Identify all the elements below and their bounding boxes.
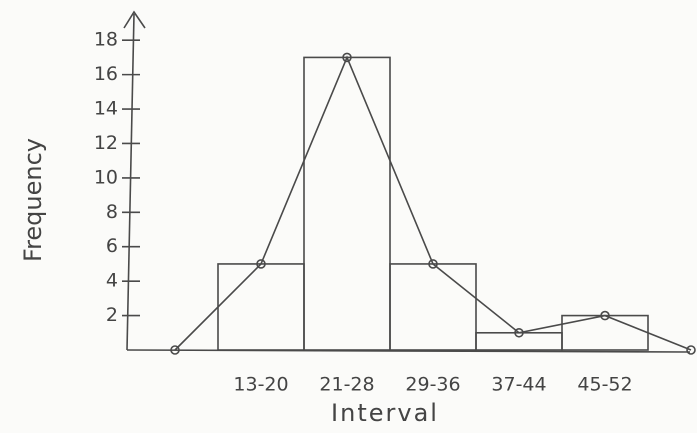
- x-tick-label: 45-52: [577, 374, 632, 396]
- bar: [562, 316, 648, 350]
- x-axis-label: Interval: [331, 399, 439, 427]
- x-tick-label: 29-36: [405, 374, 460, 396]
- y-tick-label: 2: [106, 304, 118, 326]
- y-tick-label: 6: [106, 235, 118, 257]
- y-tick-label: 8: [106, 201, 118, 223]
- y-tick-label: 10: [94, 166, 118, 188]
- bar: [218, 264, 304, 350]
- y-tick-label: 4: [106, 270, 118, 292]
- y-axis-label: Frequency: [19, 138, 47, 262]
- y-axis: [127, 14, 134, 350]
- bar: [390, 264, 476, 350]
- y-tick-label: 12: [94, 132, 118, 154]
- y-tick-label: 14: [94, 98, 118, 120]
- bar: [476, 333, 562, 350]
- y-tick-label: 18: [94, 29, 118, 51]
- x-tick-label: 37-44: [491, 374, 546, 396]
- x-tick-label: 21-28: [319, 374, 374, 396]
- y-tick-label: 16: [94, 63, 118, 85]
- x-tick-label: 13-20: [233, 374, 288, 396]
- bar: [304, 57, 390, 350]
- frequency-polygon: [175, 57, 691, 350]
- chart: Interval Frequency 2 4 6 8 10 12 14 16 18 13-20 21…: [0, 0, 697, 433]
